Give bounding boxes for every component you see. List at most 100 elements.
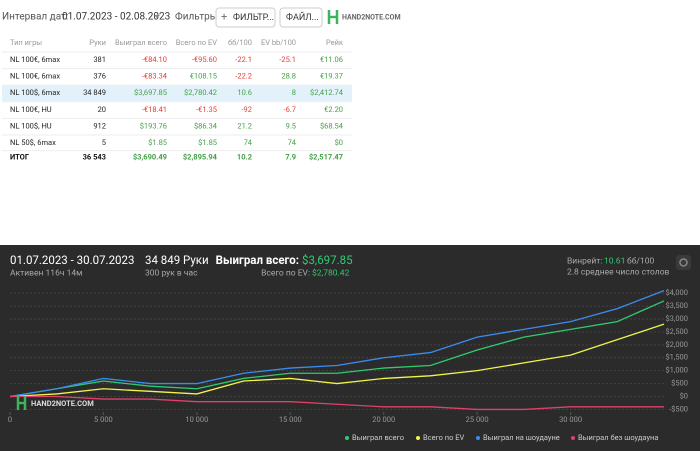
table-cell: $2,780.42 [184, 88, 217, 97]
period: 01.07.2023 - 30.07.2023 [10, 253, 134, 267]
file-button-label: ФАЙЛ... [286, 11, 319, 23]
winrate-unit: бб/100 [627, 256, 654, 266]
ev-label: Всего по EV: [261, 268, 310, 278]
y-tick-label: $3,000 [665, 314, 688, 323]
y-tick-label: $1,000 [665, 366, 688, 375]
y-tick-label: $0 [680, 391, 688, 400]
table-cell: 8 [292, 88, 296, 97]
table-cell: €11.06 [320, 55, 343, 64]
active-time: Активен 116ч 14м [10, 268, 82, 278]
x-tick-label: 20 000 [372, 415, 395, 424]
settings-button[interactable] [676, 255, 691, 270]
table-cell: $1.85 [148, 138, 167, 147]
table-cell: 21.2 [237, 121, 252, 130]
column-header: Рейк [326, 38, 343, 47]
table-cell: $193.76 [140, 121, 167, 130]
column-header: Выиграл всего [115, 38, 167, 47]
table-cell: $1.85 [198, 138, 217, 147]
series-line [10, 395, 664, 411]
table-cell: -6.7 [284, 105, 296, 114]
total-cell: $2,517.47 [309, 153, 343, 162]
logo-icon [327, 10, 339, 24]
file-button[interactable] [279, 7, 323, 28]
legend-marker [345, 436, 349, 440]
x-tick-label: 10 000 [185, 415, 208, 424]
table-cell: €2.20 [324, 105, 343, 114]
x-tick-label: 25 000 [466, 415, 489, 424]
table-cell: 20 [98, 105, 106, 114]
filters-label: Фильтры: [175, 10, 220, 23]
tables-avg: 2.8 среднее число столов [567, 267, 670, 277]
filter-button[interactable] [215, 7, 276, 28]
dropdown-arrow[interactable] [154, 15, 160, 18]
chart-panel [0, 245, 700, 451]
table-cell: NL 100€, 6max [10, 55, 60, 64]
stats-table: Тип игры Руки Выиграл всего Всего по EV бб/1… [2, 35, 352, 165]
table-cell: €108.15 [190, 72, 217, 81]
series-line [9, 323, 665, 398]
series-line [9, 300, 665, 398]
table-cell: NL 50$, 6max [10, 138, 56, 147]
column-header: Тип игры [10, 38, 42, 47]
x-tick-label: 15 000 [279, 415, 302, 424]
table-cell: -25.1 [279, 55, 296, 64]
table-cell: 5 [102, 138, 106, 147]
chart: -$500 $0 $500 $1,000 $1,500 $2,000 $2,500 $3,00… [8, 288, 688, 442]
table-cell: 28.8 [281, 72, 296, 81]
table-cell: -€83.34 [142, 72, 168, 81]
x-tick-label: 0 [8, 415, 12, 424]
total-cell: ИТОГ [10, 153, 29, 162]
column-header: бб/100 [228, 38, 252, 47]
settings-icon [679, 258, 688, 267]
filter-button-label: ФИЛЬТР... [233, 13, 274, 23]
legend-marker [416, 436, 420, 440]
y-tick-label: -$500 [669, 404, 688, 413]
x-tick-label: 5 000 [94, 415, 113, 424]
total-cell: $2,895.94 [183, 153, 218, 162]
table-cell: $86.34 [194, 121, 218, 130]
table-cell: -€84.10 [142, 55, 167, 64]
table-cell: 74 [244, 138, 253, 147]
total-cell: 10.2 [237, 153, 253, 162]
table-cell: 381 [93, 55, 106, 64]
won-label: Выиграл всего: [216, 253, 299, 267]
table-cell: NL 100$, 6max [10, 88, 60, 97]
table-cell: 34 849 [83, 88, 106, 97]
column-header: Всего по EV [176, 38, 218, 47]
legend-label: Выиграл без шоудауна [578, 433, 658, 442]
table-cell: 9.5 [286, 121, 296, 130]
ev-value: $2,780.42 [312, 267, 350, 278]
y-tick-label: $2,000 [665, 340, 688, 349]
won-value: $3,697.85 [302, 253, 353, 267]
logo: HAND2NOTE.COM [342, 13, 401, 21]
date-range[interactable]: 01.07.2023 - 02.08.2023 [62, 12, 170, 23]
table-cell: -€18.41 [142, 105, 167, 114]
total-cell: 7.9 [285, 153, 296, 162]
table-cell: $2,412.74 [310, 88, 344, 97]
table-cell: NL 100$, HU [10, 121, 52, 130]
table-cell: NL 100€, HU [10, 105, 52, 114]
table-cell: $3,697.85 [134, 88, 167, 97]
legend-label: Выиграл всего [352, 433, 404, 442]
legend-marker [571, 436, 575, 440]
table-cell: -€1.35 [196, 105, 217, 114]
table-cell: 74 [288, 138, 297, 147]
row-highlight [2, 85, 352, 102]
plus-icon: + [221, 10, 227, 23]
legend-label: Всего по EV [423, 433, 465, 442]
column-header: EV bb/100 [261, 38, 296, 47]
hands-per-hour: 300 рук в час [145, 268, 198, 278]
winrate-value: 10.61 [604, 256, 625, 266]
total-cell: 36 543 [83, 153, 106, 162]
table-cell: 912 [93, 121, 106, 130]
watermark-icon [16, 396, 27, 410]
y-tick-label: $1,500 [665, 353, 688, 362]
table-cell: -€95.60 [192, 55, 217, 64]
column-header: Руки [89, 38, 106, 47]
table-cell: 10.6 [237, 88, 252, 97]
date-label: Интервал дат: [2, 12, 68, 23]
series-line [9, 289, 665, 398]
winrate-label: Винрейт: [567, 256, 602, 266]
